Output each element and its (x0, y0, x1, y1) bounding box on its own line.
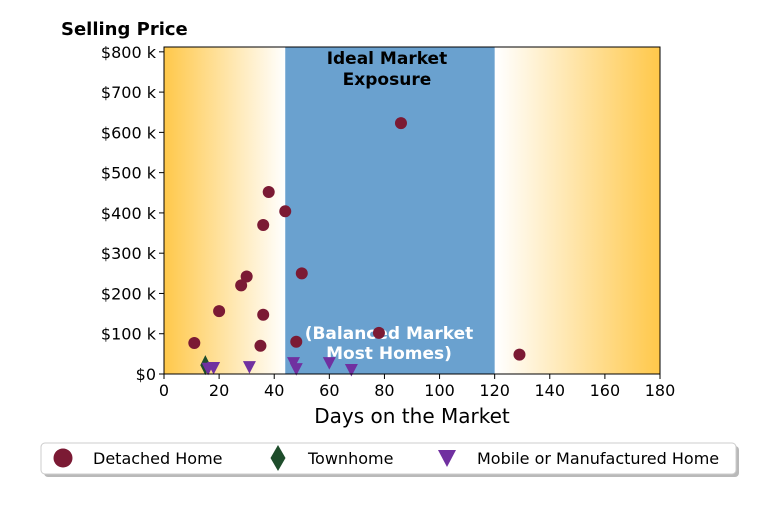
x-tick-label-9: 180 (645, 381, 676, 400)
series-2 (201, 357, 358, 377)
annotation-balanced-line-0: (Balanced Market (305, 324, 474, 344)
y-tick-label-5: $500 k (101, 164, 157, 183)
y-tick-label-0: $0 (136, 365, 156, 384)
legend-label-2: Mobile or Manufactured Home (477, 449, 719, 468)
y-tick-label-6: $600 k (101, 123, 157, 142)
annotation-balanced-line-1: Most Homes) (326, 344, 452, 364)
data-point-s0-6 (257, 218, 270, 231)
data-marks-layer (188, 117, 526, 377)
y-tick-label-2: $200 k (101, 284, 157, 303)
annotation-ideal-line-1: Exposure (343, 70, 432, 90)
data-point-s0-11 (372, 326, 385, 339)
x-tick-label-7: 140 (535, 381, 566, 400)
annotation-ideal-line-0: Ideal Market (327, 49, 448, 69)
data-point-s2-6 (344, 363, 358, 377)
data-point-s2-1 (207, 361, 221, 375)
data-point-s0-1 (213, 305, 226, 318)
x-tick-label-3: 60 (319, 381, 339, 400)
axes-layer: 0 20 40 60 80 100 120 140 160 180 $0 $100 k $200 k $3… (101, 43, 675, 400)
x-tick-label-4: 80 (374, 381, 394, 400)
x-tick-label-2: 40 (264, 381, 284, 400)
ideal-band-layer (285, 47, 495, 374)
x-tick-label-8: 160 (590, 381, 621, 400)
x-tick-label-1: 20 (209, 381, 229, 400)
data-point-s0-7 (262, 185, 275, 198)
x-tick-label-6: 120 (479, 381, 510, 400)
data-point-s0-9 (290, 335, 303, 348)
x-axis-title: Days on the Market (314, 404, 510, 428)
legend-marker-0 (53, 448, 73, 468)
y-tick-label-4: $400 k (101, 204, 157, 223)
data-point-s0-10 (295, 267, 308, 280)
y-tick-label-7: $700 k (101, 83, 157, 102)
legend-marker-2 (438, 450, 456, 467)
data-point-s0-4 (254, 339, 267, 352)
chart-title: Selling Price (61, 19, 188, 40)
plot-frame (163, 46, 661, 375)
data-point-s0-5 (257, 308, 270, 321)
legend-label-0: Detached Home (93, 449, 223, 468)
legend-box (40, 442, 737, 475)
data-point-s0-0 (188, 336, 201, 349)
data-point-s2-5 (322, 357, 336, 370)
series-0 (188, 117, 526, 361)
y-tick-label-3: $300 k (101, 244, 157, 263)
x-tick-label-0: 0 (159, 381, 169, 400)
ideal-market-band (285, 47, 495, 374)
y-tick-label-8: $800 k (101, 43, 157, 62)
y-tick-label-1: $100 k (101, 325, 157, 344)
legend-label-1: Townhome (307, 449, 393, 468)
data-point-s0-13 (513, 348, 526, 361)
legend: Detached Home Townhome Mobile or Manufactu… (40, 442, 739, 477)
x-tick-label-5: 100 (424, 381, 455, 400)
data-point-s0-12 (394, 117, 407, 130)
data-point-s0-8 (279, 205, 292, 218)
data-point-s2-2 (242, 361, 256, 374)
data-point-s0-2 (235, 279, 248, 292)
data-point-s0-3 (240, 270, 253, 283)
legend-marker-1 (270, 445, 286, 471)
data-point-s2-4 (289, 363, 303, 376)
